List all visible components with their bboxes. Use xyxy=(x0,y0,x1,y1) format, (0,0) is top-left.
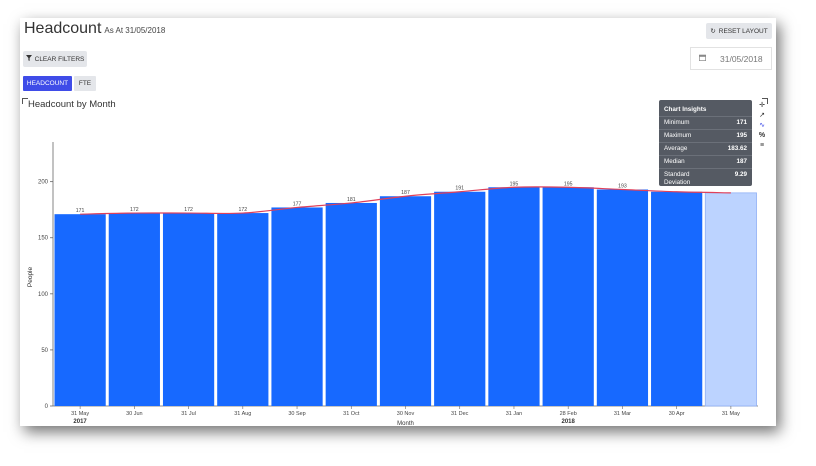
insight-row: Median 187 xyxy=(659,155,752,168)
reset-layout-label: RESET LAYOUT xyxy=(718,27,768,35)
insight-value: 195 xyxy=(736,132,747,139)
data-label: 171 xyxy=(76,208,85,214)
chart-title: Headcount by Month xyxy=(28,99,116,110)
x-tick-label: 31 Jul xyxy=(181,411,196,417)
x-tick-label: 31 Dec xyxy=(451,411,469,417)
page-title-text: Headcount xyxy=(24,20,102,37)
insight-label: Minimum xyxy=(664,119,690,126)
move-icon[interactable]: ✛ xyxy=(759,102,765,109)
filter-icon xyxy=(25,55,32,63)
data-label: 172 xyxy=(184,207,193,213)
bar xyxy=(596,189,649,406)
x-tick-label: 31 Mar xyxy=(614,411,631,417)
headcount-chart: 0 50 100 150 200 People 171 31 May 172 30 Jun 172 3… xyxy=(27,142,758,426)
headcount-panel: Headcount As At 31/05/2018 ↻ RESET LAYOUT… xyxy=(20,18,776,426)
insights-title: Chart Insights xyxy=(664,106,707,113)
page-title: Headcount As At 31/05/2018 xyxy=(24,20,165,38)
reset-layout-button[interactable]: ↻ RESET LAYOUT xyxy=(706,23,772,39)
data-label: 177 xyxy=(293,201,302,207)
bar xyxy=(704,192,757,407)
insight-label: Median xyxy=(664,158,685,165)
bar xyxy=(651,191,703,406)
y-tick-label: 0 xyxy=(45,404,49,410)
insight-value: 183.62 xyxy=(727,145,747,152)
x-tick-label: 30 Nov xyxy=(397,411,415,417)
year-label: 2018 xyxy=(562,419,576,425)
x-tick-label: 28 Feb xyxy=(560,411,577,417)
insight-label: Standard Deviation xyxy=(664,171,691,186)
insight-value: 187 xyxy=(736,158,747,165)
y-axis-label: People xyxy=(27,267,34,288)
x-tick-label: 31 Jan xyxy=(506,411,523,417)
insight-row: Standard Deviation 9.29 xyxy=(659,168,752,189)
insight-row: Average 183.62 xyxy=(659,142,752,155)
chart-toolbar: ✛ ↗ ∿ % ≡ xyxy=(757,101,767,151)
clear-filters-button[interactable]: CLEAR FILTERS xyxy=(23,51,87,67)
data-label: 195 xyxy=(510,181,519,187)
bar xyxy=(271,207,323,406)
clear-filters-label: CLEAR FILTERS xyxy=(34,55,85,63)
sliders-icon[interactable]: ≡ xyxy=(759,142,765,149)
x-tick-label: 30 Apr xyxy=(669,411,685,417)
x-axis-label: Month xyxy=(397,421,414,426)
as-at-date: As At 31/05/2018 xyxy=(104,26,166,35)
percent-icon[interactable]: % xyxy=(758,132,766,139)
y-tick-label: 150 xyxy=(38,236,49,242)
insight-row: Maximum 195 xyxy=(659,129,752,142)
insight-label: Average xyxy=(664,145,688,152)
bar xyxy=(108,213,160,406)
x-tick-label: 30 Jun xyxy=(126,411,143,417)
x-tick-label: 31 Aug xyxy=(234,411,251,417)
x-tick-label: 31 Oct xyxy=(343,411,360,417)
data-label: 172 xyxy=(238,207,247,213)
insight-value: 9.29 xyxy=(734,171,747,178)
data-label: 187 xyxy=(401,190,410,196)
bar xyxy=(162,213,215,406)
date-value: 31/05/2018 xyxy=(720,53,763,64)
bar xyxy=(434,191,486,406)
bar xyxy=(325,202,377,406)
chart-insights-panel: Chart Insights Minimum 171 Maximum 195 A… xyxy=(659,100,752,186)
bar xyxy=(488,187,540,406)
insight-label: Maximum xyxy=(664,132,692,139)
bar xyxy=(54,214,106,406)
data-label: 193 xyxy=(618,184,627,190)
year-label: 2017 xyxy=(73,419,87,425)
refresh-icon: ↻ xyxy=(710,28,716,35)
tab-headcount[interactable]: HEADCOUNT xyxy=(23,76,72,91)
bar xyxy=(379,196,432,406)
external-link-icon[interactable]: ↗ xyxy=(759,112,765,119)
data-label: 195 xyxy=(564,181,573,187)
insight-value: 171 xyxy=(736,119,747,126)
tab-fte[interactable]: FTE xyxy=(74,76,96,91)
calendar-icon xyxy=(699,54,706,63)
bar xyxy=(217,213,269,406)
data-label: 181 xyxy=(347,197,356,203)
x-tick-label: 31 May xyxy=(71,411,89,417)
y-tick-label: 200 xyxy=(38,180,49,186)
y-tick-label: 100 xyxy=(38,292,49,298)
chart-resize-corner xyxy=(762,98,768,104)
date-picker[interactable]: 31/05/2018 xyxy=(690,47,772,70)
trend-line-icon[interactable]: ∿ xyxy=(759,122,765,129)
x-tick-label: 31 May xyxy=(722,411,740,417)
chart-resize-corner xyxy=(22,98,28,104)
data-label: 172 xyxy=(130,207,139,213)
trend-line xyxy=(80,186,731,215)
y-tick-label: 50 xyxy=(41,348,48,354)
data-label: 191 xyxy=(455,186,464,192)
insight-row: Minimum 171 xyxy=(659,116,752,129)
x-tick-label: 30 Sep xyxy=(288,411,305,417)
bar xyxy=(542,187,594,406)
